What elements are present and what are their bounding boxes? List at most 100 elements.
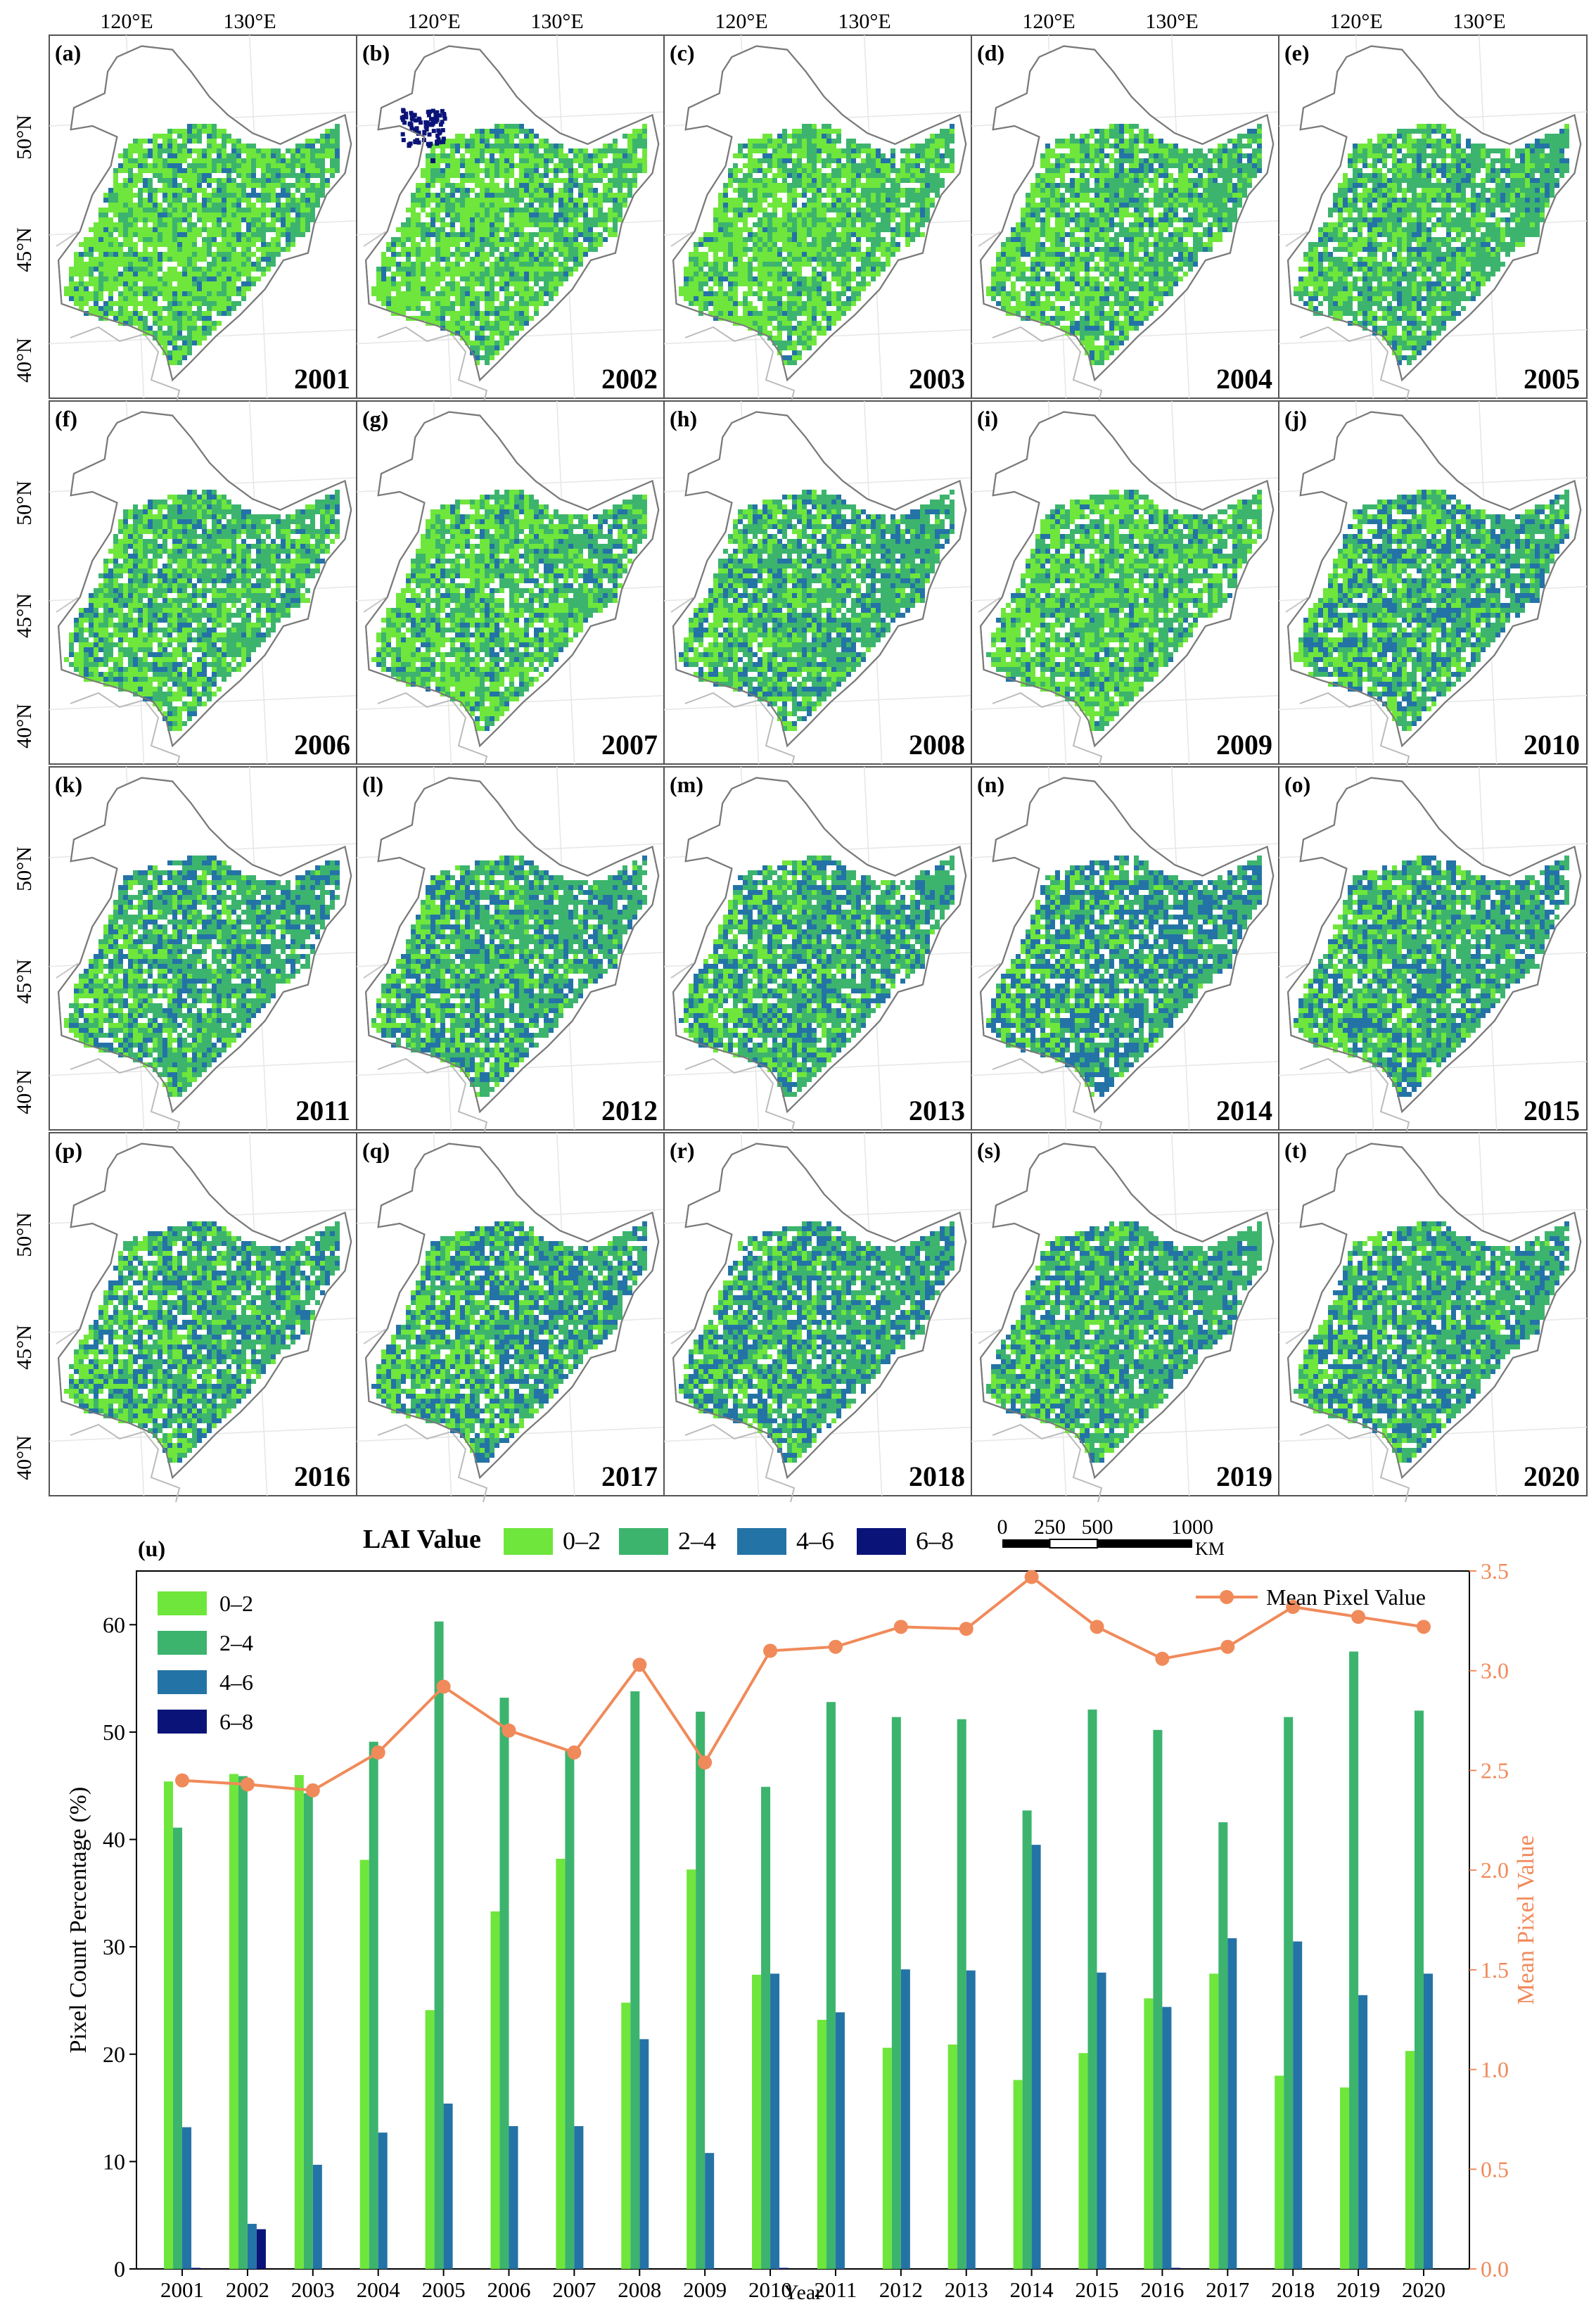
mean-pixel-point-2009 bbox=[698, 1755, 712, 1769]
x-tick-label: 2014 bbox=[1010, 2277, 1054, 2302]
bar-02-2018 bbox=[1275, 2075, 1284, 2269]
panel-letter: (d) bbox=[977, 40, 1004, 65]
bar-24-2007 bbox=[565, 1750, 574, 2269]
combo-chart: (u)01020304050600.00.51.01.52.02.53.03.5… bbox=[65, 1536, 1539, 2302]
panel-letter: (l) bbox=[362, 772, 383, 797]
bar-02-2006 bbox=[490, 1912, 499, 2269]
mean-pixel-point-2007 bbox=[567, 1745, 581, 1760]
x-tick-label: 2007 bbox=[552, 2277, 596, 2302]
y-axis-label: Pixel Count Percentage (%) bbox=[65, 1787, 91, 2054]
x-tick-label: 2008 bbox=[618, 2277, 661, 2302]
mean-pixel-point-2017 bbox=[1220, 1640, 1234, 1654]
map-panel: (l)2012 bbox=[357, 767, 665, 1136]
x-tick-label: 2013 bbox=[945, 2277, 988, 2302]
chart-panel-label: (u) bbox=[138, 1536, 165, 1561]
y-tick-label: 10 bbox=[103, 2149, 125, 2174]
y2-tick-label: 2.5 bbox=[1481, 1757, 1509, 1783]
lai-legend-label: 4–6 bbox=[796, 1527, 834, 1555]
panel-letter: (t) bbox=[1284, 1138, 1307, 1163]
chart-legend-label: 4–6 bbox=[219, 1670, 253, 1695]
bar-24-2013 bbox=[957, 1719, 966, 2269]
bar-24-2018 bbox=[1284, 1717, 1293, 2269]
y2-tick-label: 0.5 bbox=[1481, 2156, 1509, 2182]
map-panel: (g)2007 bbox=[357, 401, 665, 770]
map-panel: (d)2004 bbox=[971, 35, 1279, 405]
bar-46-2004 bbox=[378, 2132, 388, 2269]
bar-24-2006 bbox=[499, 1698, 509, 2269]
bar-24-2015 bbox=[1088, 1710, 1097, 2269]
plot-frame bbox=[136, 1571, 1469, 2269]
chart-legend-label: 6–8 bbox=[219, 1709, 253, 1734]
bar-46-2005 bbox=[444, 2104, 453, 2269]
panel-year: 2011 bbox=[295, 1095, 350, 1126]
panel-letter: (f) bbox=[55, 406, 77, 431]
scale-bar-unit: KM bbox=[1195, 1539, 1225, 1559]
lon-tick-label: 130°E bbox=[838, 10, 890, 33]
x-tick-label: 2012 bbox=[879, 2277, 923, 2302]
map-panel: (h)2008 bbox=[664, 401, 972, 770]
panel-letter: (a) bbox=[55, 40, 81, 65]
mean-pixel-point-2002 bbox=[241, 1777, 255, 1791]
panel-year: 2020 bbox=[1524, 1461, 1580, 1492]
bar-02-2007 bbox=[556, 1859, 565, 2269]
x-tick-label: 2019 bbox=[1336, 2277, 1380, 2302]
bar-46-2014 bbox=[1032, 1845, 1041, 2269]
y2-tick-label: 0.0 bbox=[1481, 2256, 1509, 2282]
bar-24-2011 bbox=[826, 1702, 836, 2269]
lat-tick-label: 50°N bbox=[13, 1212, 36, 1257]
lat-tick-label: 45°N bbox=[13, 959, 36, 1004]
panel-letter: (k) bbox=[55, 772, 82, 797]
panel-letter: (q) bbox=[362, 1138, 390, 1163]
bar-02-2019 bbox=[1340, 2087, 1349, 2269]
panel-year: 2009 bbox=[1216, 729, 1272, 761]
panel-year: 2014 bbox=[1216, 1095, 1272, 1126]
map-panel: (q)2017 bbox=[357, 1133, 665, 1502]
mean-pixel-point-2008 bbox=[632, 1658, 646, 1672]
lat-tick-label: 45°N bbox=[13, 1325, 36, 1370]
panel-letter: (p) bbox=[55, 1138, 82, 1163]
bar-02-2017 bbox=[1209, 1973, 1218, 2269]
bar-02-2002 bbox=[229, 1774, 238, 2269]
chart-legend-swatch bbox=[158, 1710, 207, 1734]
lat-tick-label: 40°N bbox=[13, 338, 36, 383]
mean-pixel-line bbox=[182, 1577, 1424, 1791]
bar-24-2017 bbox=[1218, 1822, 1227, 2269]
lon-tick-label: 120°E bbox=[715, 10, 767, 33]
bar-02-2014 bbox=[1014, 2080, 1023, 2269]
scale-bar-label: 500 bbox=[1082, 1515, 1113, 1539]
panel-letter: (n) bbox=[977, 772, 1004, 797]
mean-pixel-point-2015 bbox=[1090, 1620, 1104, 1634]
x-tick-label: 2009 bbox=[683, 2277, 727, 2302]
lai-legend-label: 2–4 bbox=[678, 1527, 716, 1555]
lai-legend: LAI Value 0–2 2–4 4–6 6–8 bbox=[363, 1525, 954, 1555]
lat-tick-label: 50°N bbox=[13, 481, 36, 526]
chart-legend-label: 2–4 bbox=[219, 1630, 253, 1655]
lon-tick-label: 130°E bbox=[223, 10, 276, 33]
map-panel: (r)2018 bbox=[664, 1133, 972, 1502]
mean-pixel-point-2020 bbox=[1417, 1620, 1431, 1634]
bar-68-2002 bbox=[257, 2230, 266, 2269]
lai-legend-title: LAI Value bbox=[363, 1525, 481, 1554]
lon-tick-label: 120°E bbox=[1022, 10, 1075, 33]
x-tick-label: 2017 bbox=[1206, 2277, 1249, 2302]
panel-letter: (j) bbox=[1284, 406, 1307, 431]
lat-tick-label: 50°N bbox=[13, 846, 36, 891]
mean-pixel-point-2010 bbox=[763, 1643, 777, 1658]
panel-year: 2019 bbox=[1216, 1461, 1272, 1492]
line-legend-label: Mean Pixel Value bbox=[1266, 1584, 1426, 1610]
bar-02-2004 bbox=[360, 1860, 369, 2269]
bar-46-2012 bbox=[901, 1969, 910, 2269]
map-panel: (c)2003 bbox=[664, 35, 972, 405]
panel-letter: (b) bbox=[362, 40, 390, 65]
panel-year: 2008 bbox=[909, 729, 965, 761]
map-panel: (t) 2020 bbox=[1279, 1133, 1587, 1502]
bar-24-2016 bbox=[1153, 1730, 1162, 2269]
map-panel: (j)2010 bbox=[1279, 401, 1587, 770]
lat-tick-label: 40°N bbox=[13, 1435, 36, 1480]
bar-02-2015 bbox=[1079, 2053, 1088, 2269]
mean-pixel-point-2003 bbox=[306, 1783, 320, 1798]
map-panel: (s)2019 bbox=[971, 1133, 1279, 1502]
bar-24-2001 bbox=[173, 1828, 182, 2269]
